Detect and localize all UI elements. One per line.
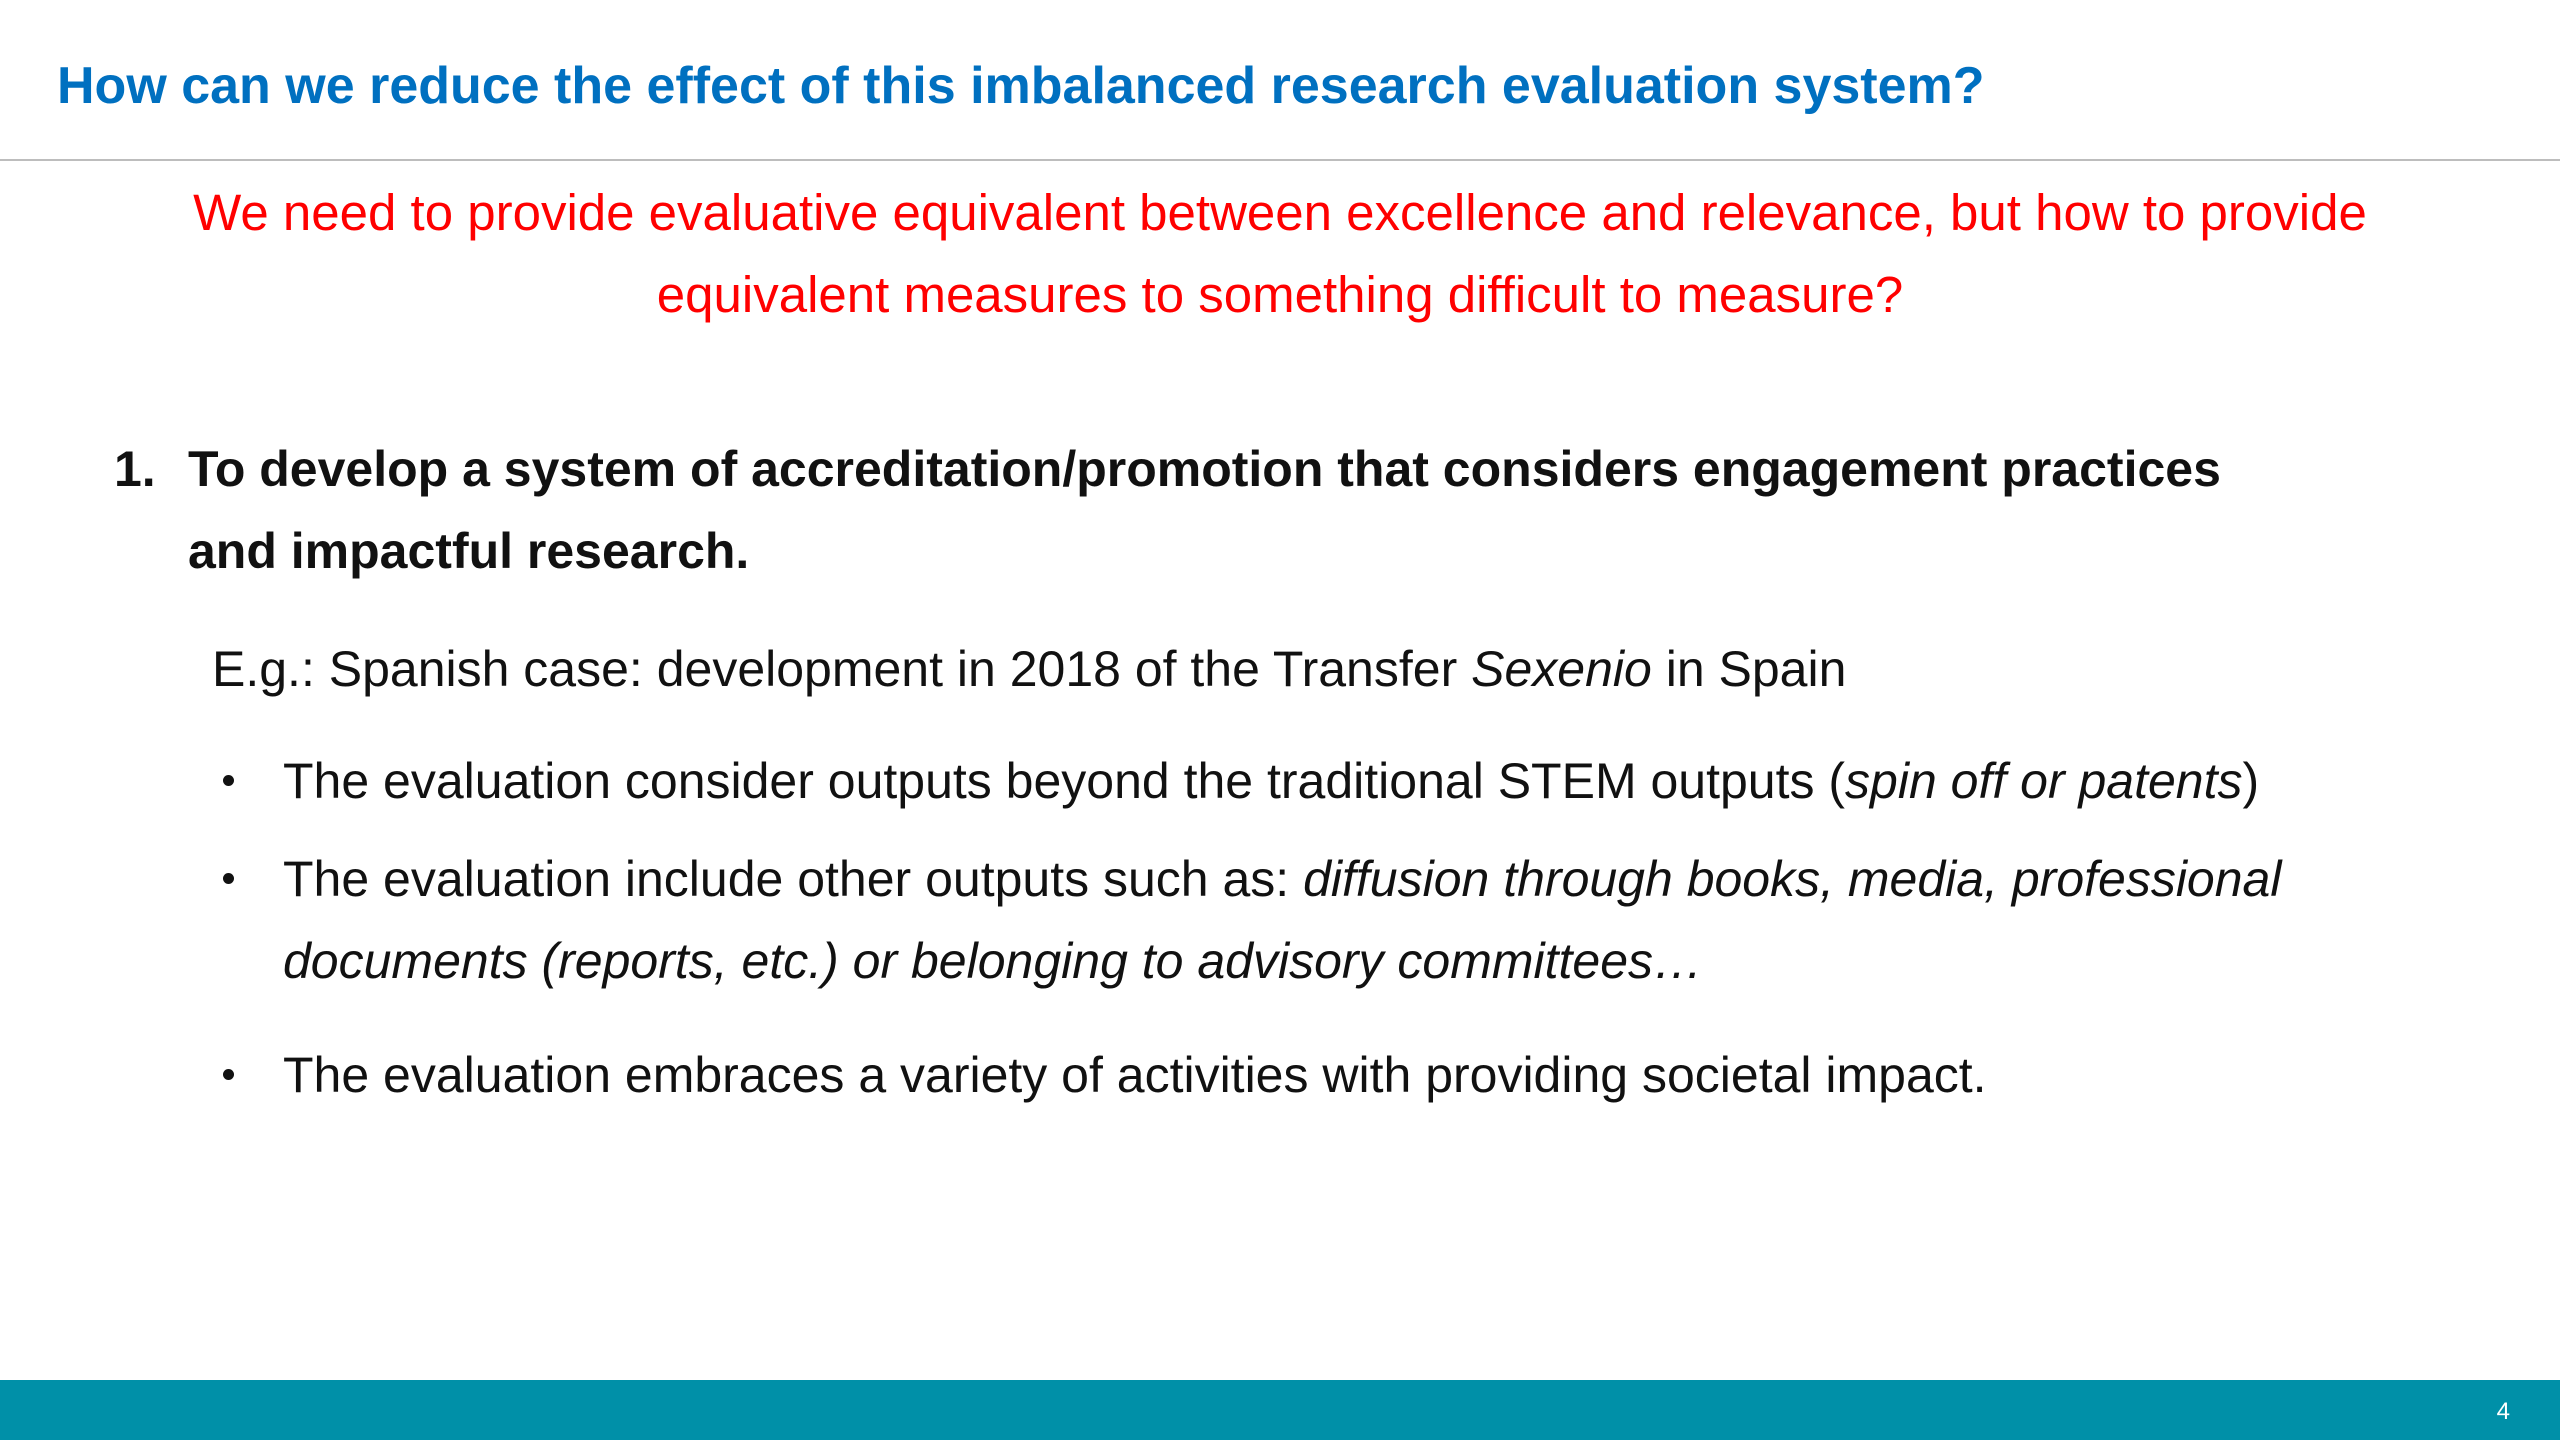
bullet-list: The evaluation consider outputs beyond t…: [223, 740, 2423, 1132]
example-line: E.g.: Spanish case: development in 2018 …: [212, 640, 1846, 698]
bullet-item: The evaluation include other outputs suc…: [223, 838, 2423, 1002]
text-segment: E.g.: Spanish case: development in 2018 …: [212, 641, 1472, 697]
slide-title: How can we reduce the effect of this imb…: [57, 57, 1985, 115]
text-segment: in Spain: [1651, 641, 1847, 697]
italic-text: spin off or patents: [1845, 753, 2243, 809]
subtitle: We need to provide evaluative equivalent…: [193, 184, 2367, 323]
text-segment: The evaluation embraces a variety of act…: [283, 1047, 1987, 1103]
point-text: To develop a system of accreditation/pro…: [188, 441, 2221, 579]
bullet-item: The evaluation embraces a variety of act…: [223, 1034, 2423, 1116]
text-segment: The evaluation consider outputs beyond t…: [283, 753, 1846, 809]
text-segment: The evaluation include other outputs suc…: [283, 851, 1304, 907]
point-number: 1.: [114, 441, 156, 497]
page-number: 4: [2496, 1398, 2510, 1425]
italic-text: Sexenio: [1471, 641, 1652, 697]
bullet-item: The evaluation consider outputs beyond t…: [223, 740, 2423, 822]
italic-text: diffusion through books, media, professi…: [283, 851, 2282, 989]
title-rule: [0, 159, 2560, 161]
footer-bar: [0, 1380, 2560, 1440]
numbered-point: 1. To develop a system of accreditation/…: [114, 428, 2314, 592]
text-segment: ): [2242, 753, 2260, 809]
